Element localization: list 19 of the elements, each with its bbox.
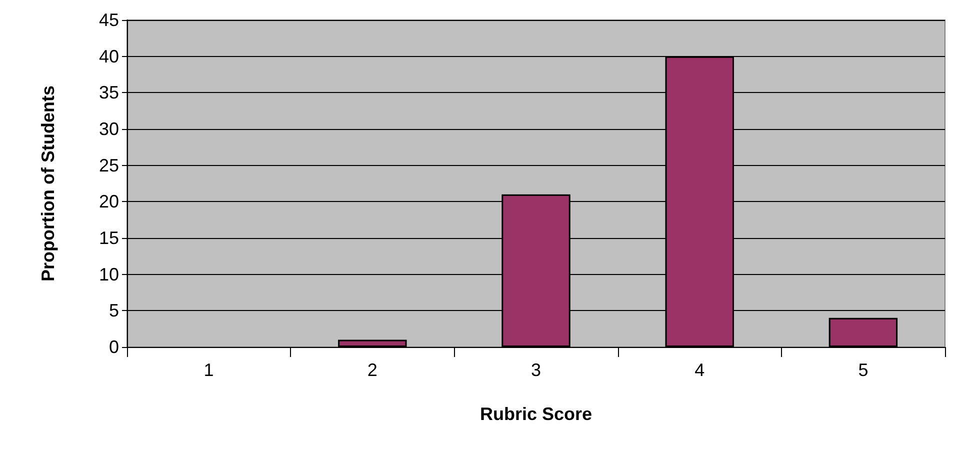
- y-tick-label: 30: [98, 119, 119, 139]
- y-tick-label: 20: [98, 192, 119, 212]
- bar: [828, 318, 898, 347]
- x-tick-label: 1: [204, 360, 214, 380]
- x-tick-label: 2: [367, 360, 378, 380]
- x-tick-label: 3: [530, 360, 542, 380]
- x-tick-label: 4: [694, 360, 705, 380]
- y-tick-label: 5: [108, 300, 119, 321]
- y-tick-label: 45: [98, 10, 119, 30]
- y-tick-label: 0: [108, 337, 119, 357]
- y-tick-label: 35: [98, 82, 119, 103]
- y-axis-title: Proportion of Students: [38, 86, 58, 282]
- x-axis-title: Rubric Score: [480, 404, 592, 424]
- y-tick-label: 40: [98, 46, 119, 66]
- y-tick-label: 15: [98, 228, 119, 248]
- bar: [338, 340, 407, 347]
- y-tick-label: 10: [98, 264, 119, 284]
- x-tick-label: 5: [858, 360, 868, 380]
- y-tick-label: 25: [98, 155, 119, 176]
